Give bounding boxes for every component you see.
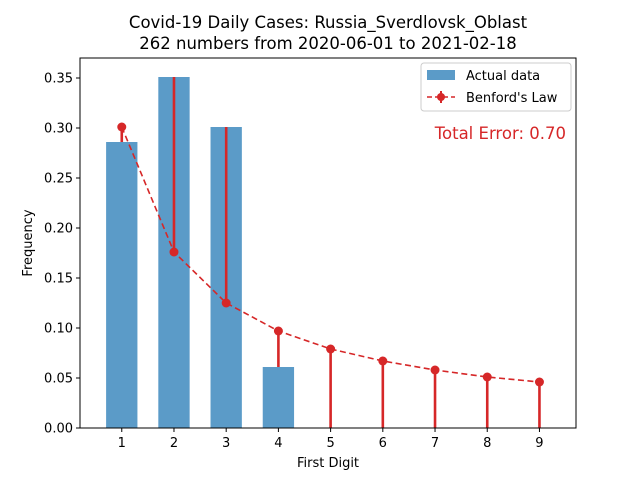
total-error-annotation: Total Error: 0.70 (434, 124, 566, 143)
plot-area (106, 77, 544, 428)
benford-point-digit-9 (534, 377, 544, 387)
benford-point-digit-1 (117, 122, 127, 132)
benford-point-digit-2 (169, 247, 179, 257)
benford-point-digit-4 (273, 326, 283, 336)
x-tick-label: 7 (431, 436, 439, 451)
y-axis-title: Frequency (21, 209, 36, 276)
benford-point-digit-6 (378, 356, 388, 366)
x-tick-label: 1 (118, 436, 126, 451)
y-tick-label: 0.15 (44, 272, 73, 287)
x-tick-label: 5 (326, 436, 334, 451)
x-tick-label: 3 (222, 436, 230, 451)
y-tick-label: 0.00 (44, 422, 73, 437)
bar-digit-4 (262, 367, 295, 428)
chart-title: Covid-19 Daily Cases: Russia_Sverdlovsk_… (129, 13, 528, 33)
y-tick-label: 0.10 (44, 322, 73, 337)
benford-point-digit-3 (221, 298, 231, 308)
x-tick-label: 6 (379, 436, 387, 451)
legend-swatch-actual (427, 70, 455, 80)
benford-point-digit-7 (430, 365, 440, 375)
y-tick-label: 0.30 (44, 122, 73, 137)
x-tick-label: 2 (170, 436, 178, 451)
legend-box (420, 62, 572, 112)
chart-subtitle: 262 numbers from 2020-06-01 to 2021-02-1… (139, 34, 516, 53)
x-axis-title: First Digit (297, 456, 359, 471)
legend-swatch-benford-marker (437, 93, 445, 101)
x-tick-label: 8 (483, 436, 491, 451)
bar-digit-1 (106, 142, 138, 428)
y-tick-label: 0.25 (44, 172, 73, 187)
legend-label-actual: Actual data (466, 69, 540, 84)
y-tick-label: 0.20 (44, 222, 73, 237)
plot-frame (79, 57, 577, 429)
benford-point-digit-5 (326, 344, 336, 354)
y-tick-label: 0.05 (44, 372, 73, 387)
legend-label-benford: Benford's Law (466, 91, 558, 106)
x-tick-label: 9 (535, 436, 543, 451)
legend: Actual data Benford's Law (420, 62, 572, 112)
benford-point-digit-8 (482, 372, 492, 382)
y-tick-label: 0.35 (44, 72, 73, 87)
axis-ticks: 1 2 3 4 5 6 7 8 9 0.00 0.05 0.10 0.15 0.20 0.25 0.30 0.3… (44, 72, 544, 452)
x-tick-label: 4 (274, 436, 282, 451)
